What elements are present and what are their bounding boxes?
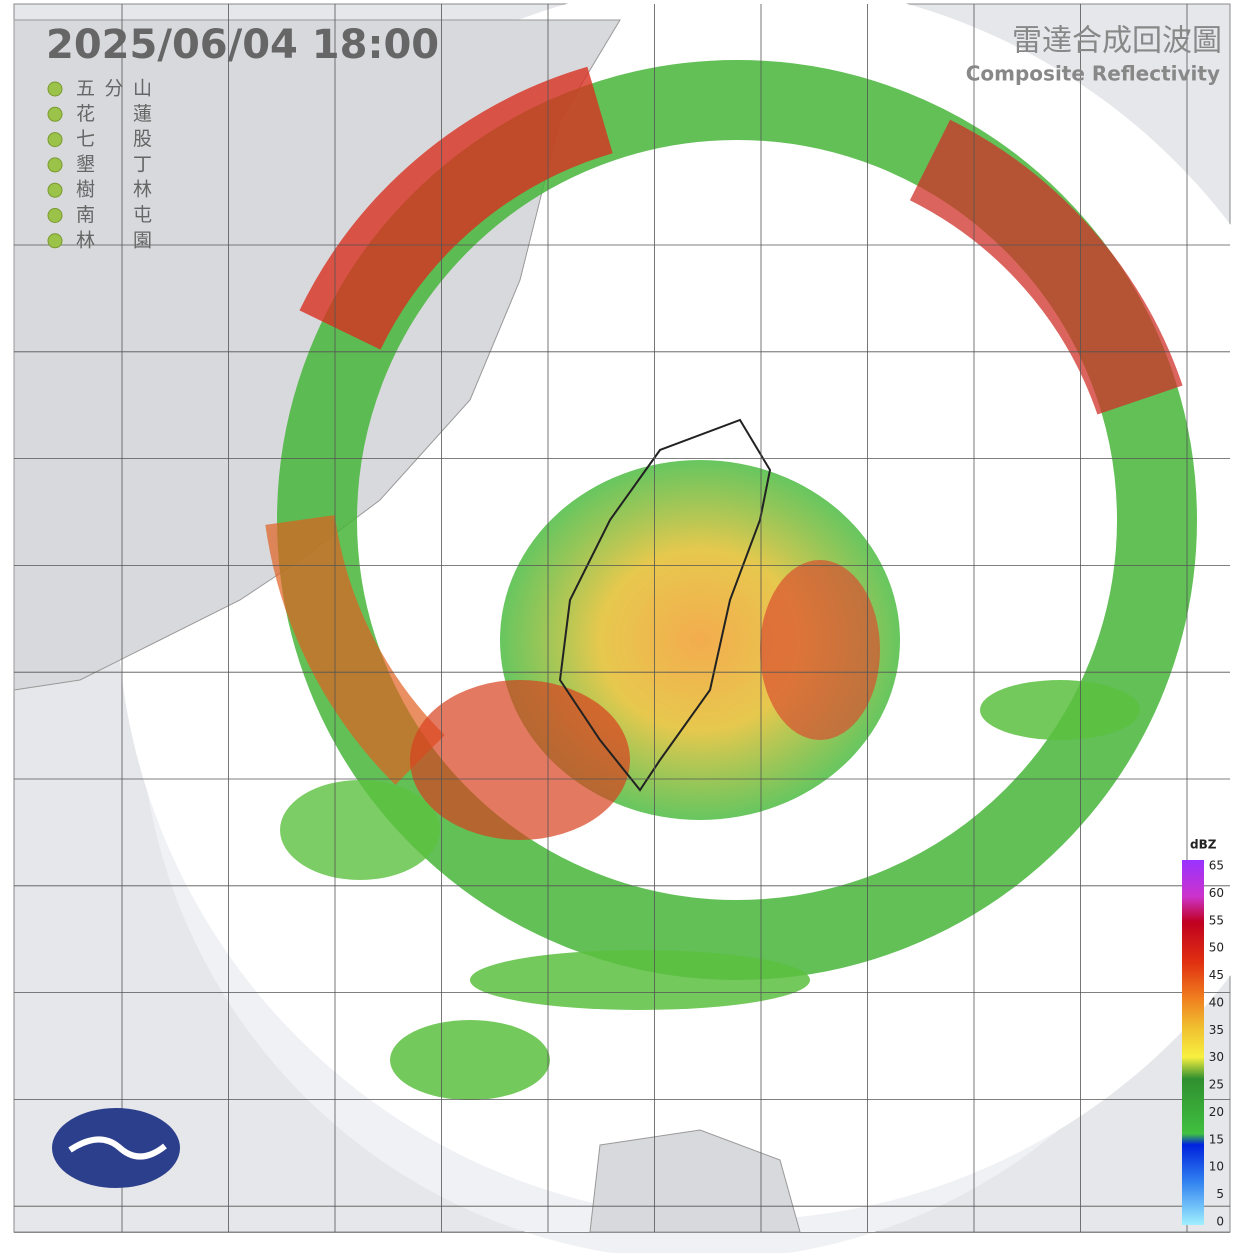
echo-s2 — [470, 950, 810, 1010]
station-dot — [47, 132, 63, 148]
taiwan-outline — [558, 418, 772, 792]
legend-tick-label: 30 — [1209, 1050, 1224, 1064]
echo-s1 — [280, 780, 440, 880]
legend-tick-label: 65 — [1209, 859, 1224, 873]
legend-tick-label: 20 — [1209, 1105, 1224, 1119]
echo-s3 — [390, 1020, 550, 1100]
legend-tick-label: 40 — [1209, 995, 1224, 1009]
station-dot — [47, 106, 63, 122]
legend-tick-label: 25 — [1209, 1078, 1224, 1092]
grid — [14, 4, 1230, 1232]
legend-unit: dBZ — [1190, 838, 1217, 852]
echo-sw — [410, 680, 630, 840]
logo-mark — [68, 1136, 167, 1160]
subtitle: Composite Reflectivity — [966, 62, 1220, 86]
legend-tick-label: 0 — [1216, 1215, 1224, 1229]
echo-nw — [299, 66, 614, 351]
title: 雷達合成回波圖 — [1012, 24, 1222, 59]
station-dot — [47, 81, 63, 97]
echo-ne — [909, 119, 1183, 416]
legend-tick-label: 45 — [1209, 968, 1224, 982]
legend-tick-label: 15 — [1209, 1132, 1224, 1146]
timestamp: 2025/06/04 18:00 — [46, 22, 439, 68]
station-dot — [47, 157, 63, 173]
legend-tick-label: 50 — [1209, 941, 1224, 955]
echo-w — [265, 514, 445, 785]
station-dot — [47, 233, 63, 249]
legend-tick-label: 5 — [1216, 1187, 1224, 1201]
station-dot — [47, 208, 63, 223]
station-dot — [47, 182, 63, 198]
legend-tick-label: 55 — [1209, 913, 1224, 927]
legend-tick-label: 35 — [1209, 1023, 1224, 1037]
legend-tick-label: 60 — [1209, 886, 1224, 900]
legend-tick-label: 10 — [1209, 1160, 1224, 1174]
echo-e — [980, 680, 1140, 740]
station-name: 五分山 — [76, 78, 152, 100]
echo-east — [760, 560, 880, 740]
colorbar — [1182, 860, 1204, 1225]
